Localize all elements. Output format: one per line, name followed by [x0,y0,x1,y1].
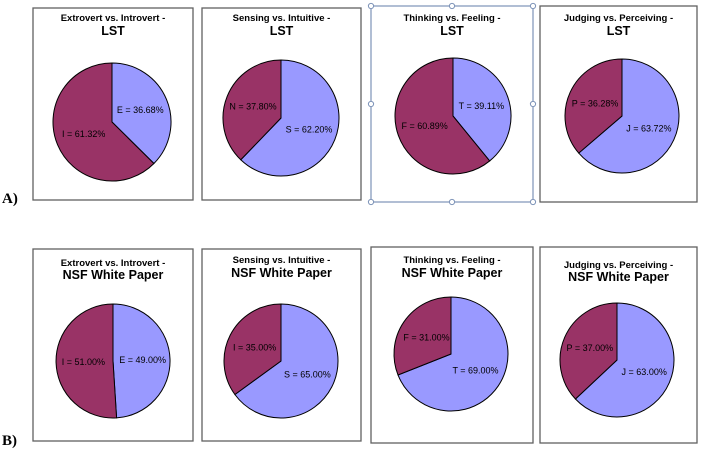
slice-label: P = 36.28% [572,99,619,109]
chart-panel[interactable]: Extrovert vs. Introvert -LST E = 36.68% I … [32,7,194,201]
chart-subtitle: LST [101,24,125,38]
chart-panel[interactable]: Sensing vs. Intuitive -NSF White Paper S … [201,248,362,442]
chart-title: Sensing vs. Intuitive - [233,13,331,24]
pie-slice-s [240,59,340,177]
selection-handle[interactable] [367,100,375,108]
pie-slice-i [223,303,282,396]
chart-panel[interactable]: Extrovert vs. Introvert -NSF White Paper… [32,248,194,442]
pie-slice-n [222,59,282,161]
pie-slice-j [574,302,675,418]
row-label-b: B) [2,433,17,449]
pie-slice-t [452,57,512,162]
slice-label: I = 51.00% [62,357,105,367]
chart-title: Judging vs. Perceiving - [564,260,673,271]
slice-label: T = 39.11% [459,101,504,111]
chart-title: Extrovert vs. Introvert - [61,13,166,24]
chart-panel[interactable]: Sensing vs. Intuitive -LST S = 62.20% N = … [201,7,362,201]
chart-title: Thinking vs. Feeling - [403,255,500,266]
chart-panel[interactable]: Thinking vs. Feeling -LST T = 39.11% F = 6… [367,2,537,206]
selection-handle[interactable] [529,2,537,10]
pie-slice-i [55,303,118,419]
chart-title: Extrovert vs. Introvert - [61,258,166,269]
chart-panel[interactable]: Thinking vs. Feeling -NSF White Paper T =… [370,246,534,444]
pie-slice-f [394,57,491,175]
row-label-a: A) [2,191,18,207]
chart-subtitle: NSF White Paper [402,266,503,280]
chart-subtitle: LST [440,24,464,38]
slice-label: N = 37.80% [229,102,276,112]
slice-label: S = 65.00% [284,370,331,380]
chart-panel[interactable]: Judging vs. Perceiving -NSF White Paper J… [539,246,698,444]
slice-label: J = 63.72% [626,123,671,133]
slice-label: S = 62.20% [286,124,333,134]
chart-panel[interactable]: Judging vs. Perceiving -LST J = 63.72% P =… [539,5,698,203]
pie-slice-s [234,303,339,419]
chart-title: Thinking vs. Feeling - [403,13,500,24]
slice-label: T = 69.00% [452,366,498,376]
chart-title: Sensing vs. Intuitive - [233,255,331,266]
slice-label: J = 63.00% [622,367,667,377]
chart-subtitle: LST [270,24,294,38]
pie-slice-e [112,303,171,419]
pie-slice-t [397,296,509,412]
pie-slice-i [52,62,155,182]
slice-label: F = 31.00% [403,332,449,342]
slice-label: I = 35.00% [233,343,276,353]
selection-handle[interactable] [367,198,375,206]
selection-handle[interactable] [529,198,537,206]
chart-subtitle: NSF White Paper [231,266,332,280]
chart-title: Judging vs. Perceiving - [564,13,673,24]
slice-label: I = 61.32% [62,129,105,139]
slice-label: F = 60.89% [401,121,447,131]
selection-handle[interactable] [448,2,456,10]
selection-handle[interactable] [448,198,456,206]
chart-subtitle: NSF White Paper [63,268,164,282]
selection-handle[interactable] [529,100,537,108]
chart-subtitle: LST [607,24,631,38]
pie-slice-e [111,62,172,165]
slice-label: E = 36.68% [117,105,164,115]
pie-slice-p [559,302,618,400]
pie-slice-p [564,58,623,154]
slice-label: P = 37.00% [566,343,613,353]
slice-label: E = 49.00% [119,355,166,365]
chart-subtitle: NSF White Paper [568,270,669,284]
pie-slice-f [393,296,452,376]
selection-handle[interactable] [367,2,375,10]
pie-slice-j [578,58,680,174]
